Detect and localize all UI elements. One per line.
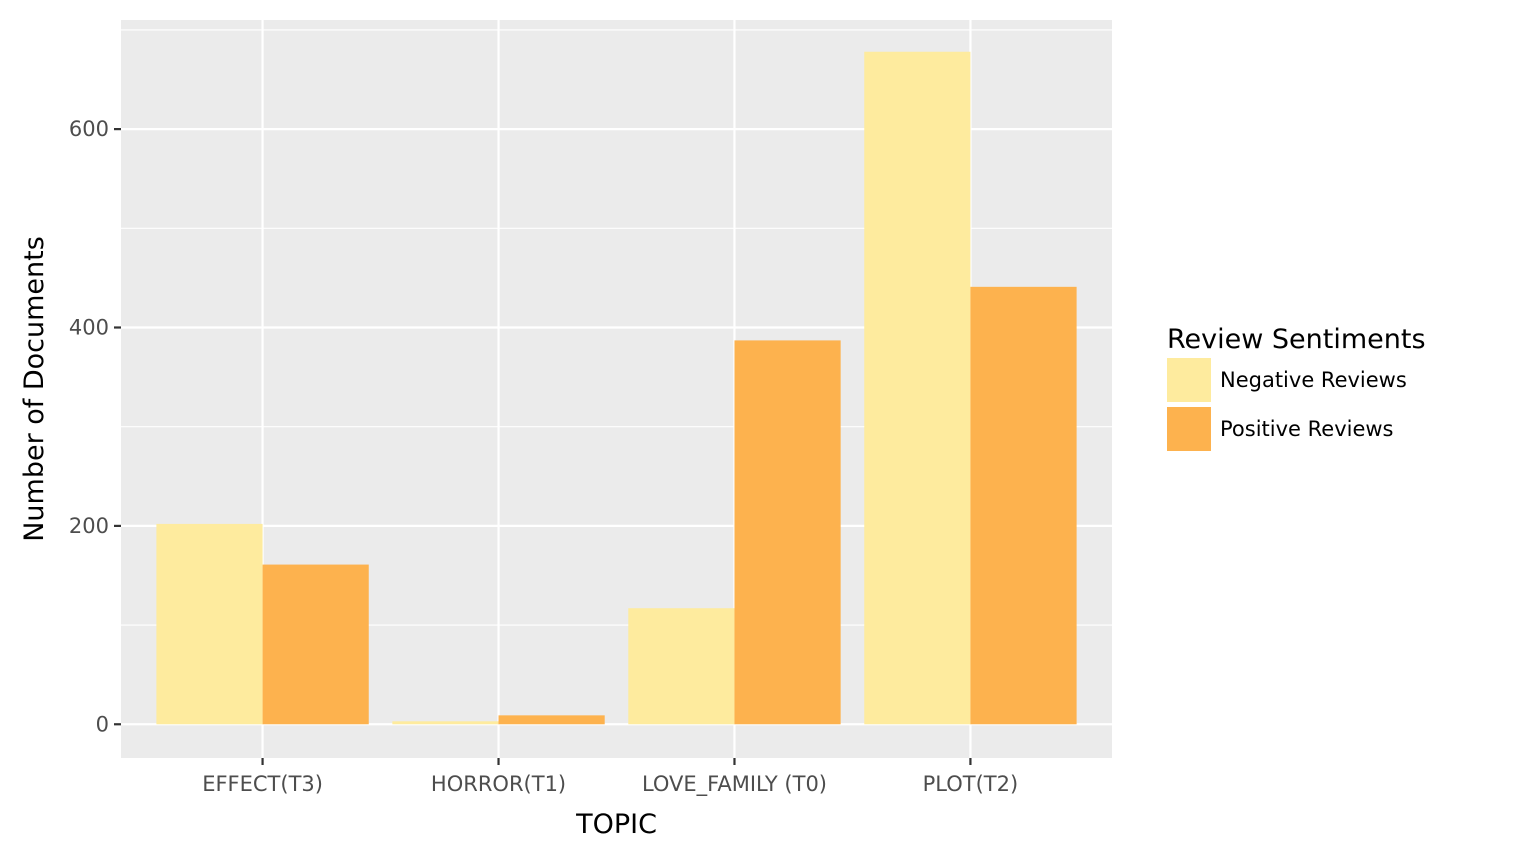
- legend-key-positive-reviews: [1167, 407, 1211, 451]
- y-tick-label: 200: [69, 514, 109, 538]
- bar-positive-reviews: [498, 715, 605, 725]
- y-tick-label: 600: [69, 117, 109, 141]
- bar-negative-reviews: [628, 608, 735, 725]
- legend-title: Review Sentiments: [1167, 324, 1426, 355]
- bars: [156, 51, 1077, 725]
- bar-negative-reviews: [156, 523, 263, 725]
- y-axis-title: Number of Documents: [19, 236, 50, 542]
- y-tick-label: 0: [96, 712, 109, 736]
- axes: 0 200 400 600 EFFECT(T3) HORROR(T1) LOVE_FAMIL…: [69, 117, 1018, 797]
- bar-positive-reviews: [262, 564, 369, 725]
- bar-positive-reviews: [970, 286, 1077, 725]
- x-tick-label: EFFECT(T3): [202, 772, 323, 796]
- legend-label: Negative Reviews: [1220, 368, 1407, 392]
- x-axis-title: TOPIC: [575, 809, 657, 840]
- x-tick-label: HORROR(T1): [431, 772, 566, 796]
- bar-positive-reviews: [734, 340, 841, 725]
- y-tick-label: 400: [69, 316, 109, 340]
- x-tick-label: LOVE_FAMILY (T0): [642, 772, 827, 797]
- legend: Review Sentiments Negative Reviews Positi…: [1167, 324, 1426, 451]
- bar-negative-reviews: [392, 721, 499, 725]
- legend-key-negative-reviews: [1167, 358, 1211, 402]
- x-tick-label: PLOT(T2): [923, 772, 1019, 796]
- legend-label: Positive Reviews: [1220, 417, 1394, 441]
- bar-negative-reviews: [864, 51, 971, 725]
